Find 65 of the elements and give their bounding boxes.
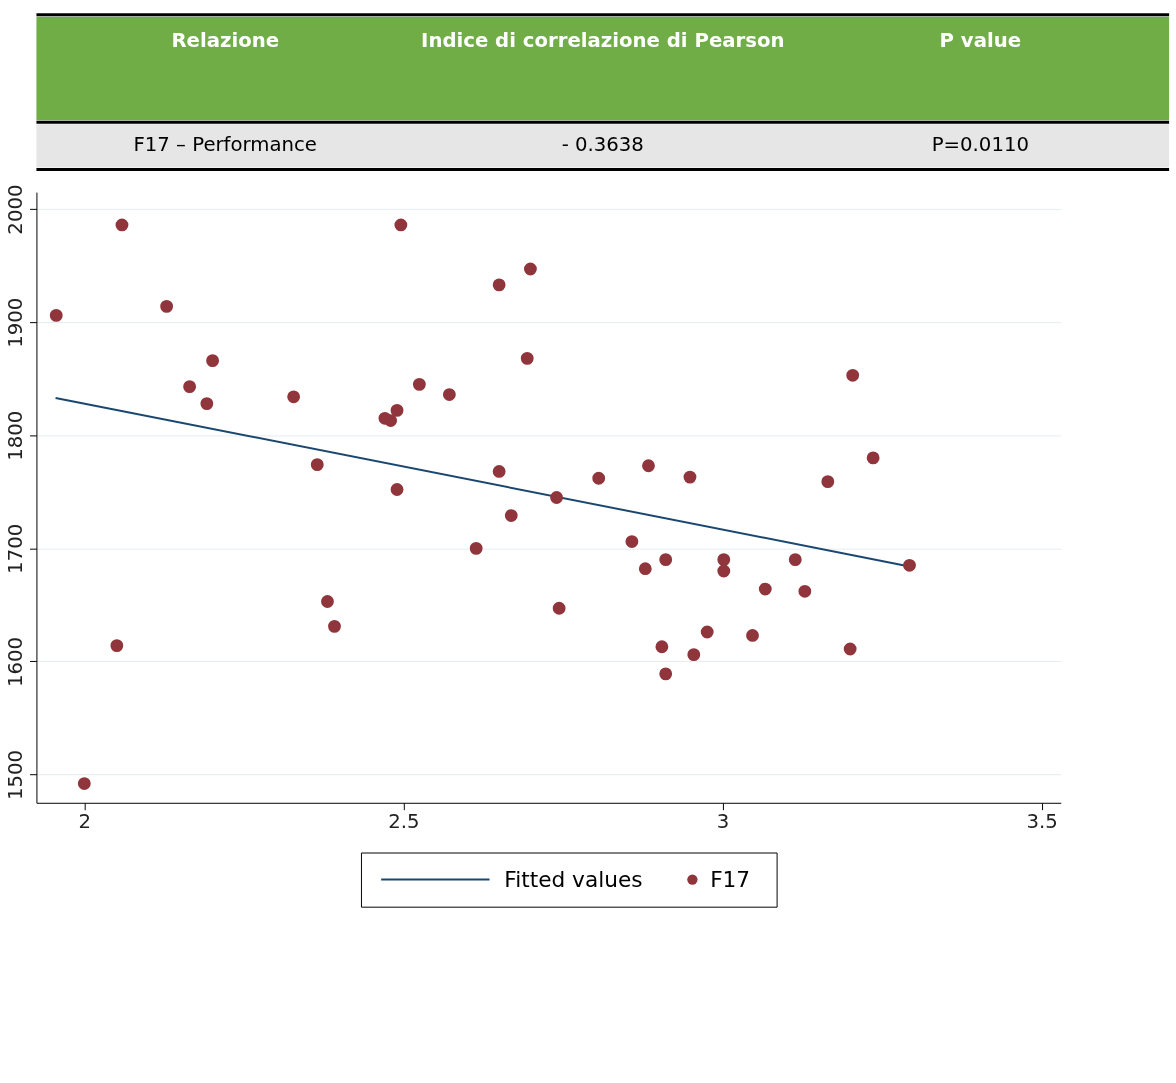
text: Relazione: [171, 29, 280, 53]
point: [183, 380, 197, 394]
point: [642, 459, 655, 473]
text: F17 – Performance: [133, 132, 317, 156]
text: P value: [939, 29, 1022, 53]
point: [469, 541, 483, 555]
point: [492, 278, 506, 292]
point: [310, 458, 324, 472]
point: [390, 403, 404, 417]
y-tick-label: 1600: [4, 636, 28, 687]
point: [504, 509, 518, 522]
point: [717, 553, 731, 567]
y-tick-label: 2000: [4, 184, 28, 235]
point: [492, 465, 506, 478]
x-tick-label: 3.5: [1026, 809, 1058, 833]
point: [659, 667, 673, 681]
point: [523, 262, 537, 276]
point: [659, 553, 673, 567]
y-tick-label: 1900: [4, 297, 28, 348]
point: [390, 483, 404, 496]
legend-label: F17: [710, 866, 751, 892]
point: [77, 777, 91, 790]
point: [321, 595, 334, 608]
x-tick-label: 2.5: [388, 809, 420, 833]
point: [625, 535, 639, 548]
point: [200, 397, 214, 411]
text: P=0.0110: [931, 132, 1029, 156]
point: [788, 553, 802, 567]
text: Indice di correlazione di Pearson: [421, 29, 785, 53]
point: [638, 562, 652, 576]
point: [746, 629, 759, 642]
point: [683, 470, 697, 484]
x-tick-label: 2: [78, 809, 92, 833]
point: [287, 390, 301, 404]
point: [717, 564, 731, 578]
point: [798, 584, 812, 598]
point: [843, 642, 857, 656]
point: [758, 582, 772, 596]
text: - 0.3638: [561, 132, 644, 156]
point: [550, 491, 563, 504]
x-tick-label: 3: [716, 809, 730, 833]
point: [110, 639, 124, 653]
point: [846, 368, 860, 382]
y-tick-label: 1500: [4, 749, 28, 801]
point: [49, 308, 63, 322]
point: [903, 558, 916, 572]
point: [520, 351, 534, 365]
y-tick-label: 1800: [4, 410, 28, 461]
point: [160, 299, 174, 313]
point: [866, 451, 880, 465]
point: [394, 218, 408, 232]
point: [206, 354, 220, 368]
point: [592, 471, 606, 485]
y-tick-label: 1700: [4, 523, 28, 574]
point: [552, 601, 566, 615]
point: [700, 625, 714, 639]
point: [442, 388, 456, 401]
point: [412, 377, 426, 391]
legend-label: Fitted values: [504, 866, 643, 892]
point: [115, 218, 129, 232]
point: [655, 640, 669, 654]
point: [384, 414, 398, 427]
point: [328, 619, 341, 633]
point: [687, 648, 701, 662]
point: [821, 475, 835, 489]
